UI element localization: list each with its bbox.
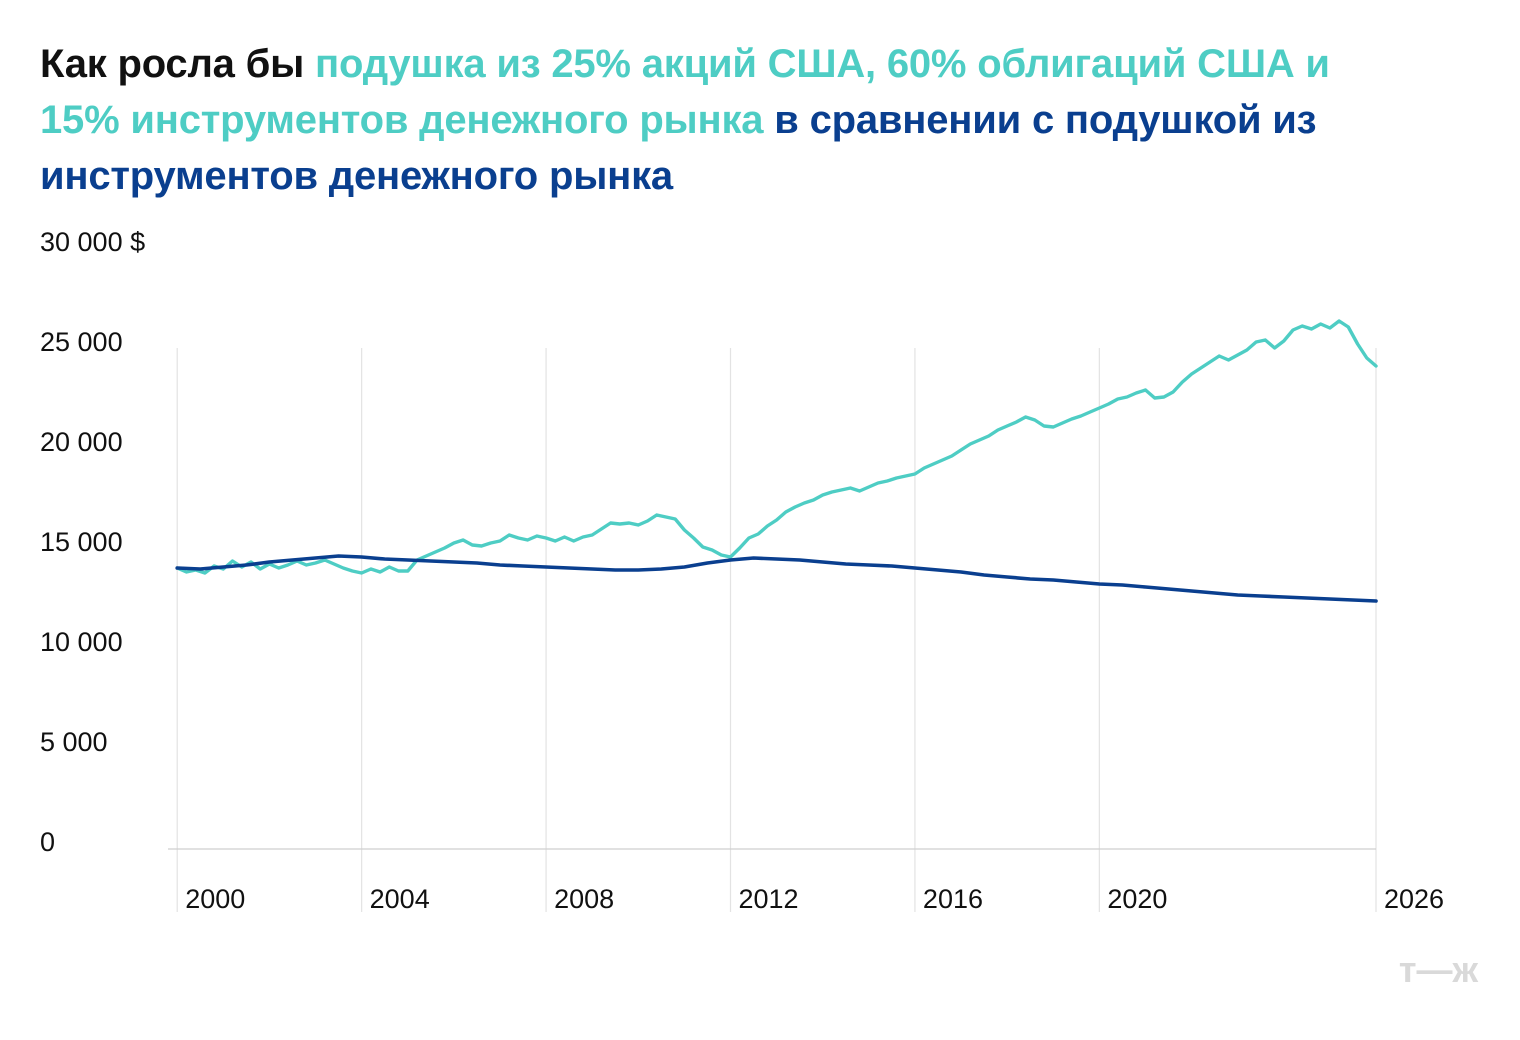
title-part-balanced-portfolio: подушка из 25% акций США, 60% облигаций …	[40, 42, 1330, 142]
y-axis: 0 5 000 10 000 15 000 20 000 25 000 30 000 $	[40, 227, 145, 857]
tzh-logo: т—ж	[1399, 949, 1479, 990]
y-tick-label: 5 000	[40, 727, 108, 757]
series-lines	[175, 319, 1378, 603]
x-tick-label: 2000	[185, 884, 245, 914]
chart-title: Как росла бы подушка из 25% акций США, 6…	[40, 36, 1420, 204]
x-tick-label: 2012	[739, 884, 799, 914]
x-tick-label: 2020	[1107, 884, 1167, 914]
x-tick-label: 2016	[923, 884, 983, 914]
y-tick-label: 15 000	[40, 527, 123, 557]
y-tick-label: 25 000	[40, 327, 123, 357]
x-tick-label: 2026	[1384, 884, 1444, 914]
x-axis: 2000 2004 2008 2012 2016 2020 2026	[168, 848, 1444, 914]
title-part-lead: Как росла бы	[40, 42, 316, 86]
title-part-money-market: в сравнении с подушкой из инструментов д…	[40, 98, 1317, 198]
x-tick-label: 2008	[554, 884, 614, 914]
y-tick-label: 20 000	[40, 427, 123, 457]
series-line-balanced-portfolio	[175, 319, 1378, 575]
grid-lines	[176, 348, 1377, 912]
y-tick-label: 10 000	[40, 627, 123, 657]
series-line-money-market	[175, 554, 1378, 603]
y-tick-label: 30 000 $	[40, 227, 145, 257]
x-tick-label: 2004	[370, 884, 430, 914]
y-tick-label: 0	[40, 827, 55, 857]
